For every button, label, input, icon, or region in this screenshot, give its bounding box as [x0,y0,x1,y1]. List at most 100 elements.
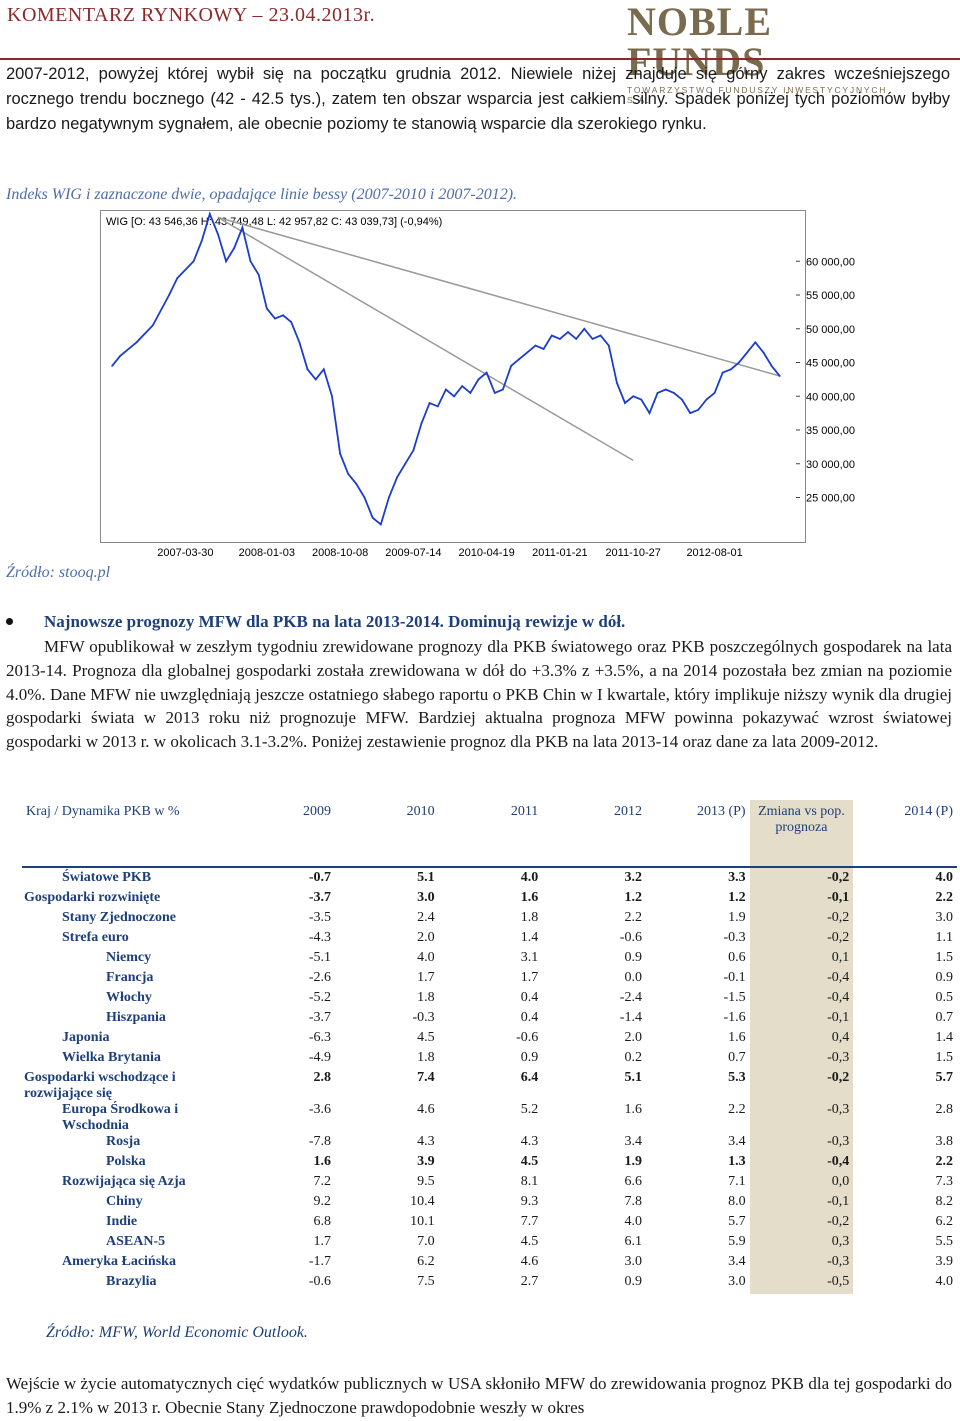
row-value: -0,1 [749,1194,854,1214]
row-value: -4.3 [308,930,331,945]
table-row: Rosja -7.8 4.3 4.3 3.4 3.4 -0,3 3.8 [22,1134,957,1154]
row-value: 2.2 [728,1102,746,1117]
y-tick-label: 25 000,00 [806,493,855,505]
wig-point [355,483,358,485]
row-value: 5.9 [728,1234,746,1249]
row-value: 7.2 [313,1174,331,1189]
row-value: -0,2 [749,910,854,930]
row-value: 2.2 [624,910,642,925]
wig-point [738,361,740,364]
wig-point [510,365,512,367]
wig-point [217,233,219,236]
row-label: Rosja [106,1134,141,1149]
wig-point [493,392,496,394]
wig-point [485,371,488,374]
row-value: 9.3 [520,1194,539,1209]
table-row: Niemcy -5.1 4.0 3.1 0.9 0.6 0,1 1.5 [22,950,957,970]
row-value: 1.1 [935,930,954,945]
section-paragraph-text: MFW opublikował w zeszłym tygodniu zrewi… [6,637,952,752]
row-value: -0.6 [308,1274,331,1289]
row-label: Włochy [106,990,152,1005]
y-tick-label: 35 000,00 [806,425,855,437]
table-row: Gospodarki rozwinięte -3.7 3.0 1.6 1.2 1.2 -0,… [22,890,957,910]
wig-point [396,476,398,479]
row-value: 0.9 [624,950,642,965]
wig-point [730,368,732,371]
wig-point [542,348,545,350]
row-value: 2.8 [313,1070,331,1085]
row-value: -0,2 [749,1214,854,1234]
y-tick-label: 50 000,00 [806,324,855,336]
row-value: 1.6 [520,890,539,905]
row-value: 3.1 [520,950,539,965]
row-value: 7.7 [520,1214,539,1229]
row-value: 0.4 [520,1010,539,1025]
wig-point [461,385,464,387]
row-value: 2.0 [417,930,435,945]
row-value: 1.4 [935,1030,954,1045]
row-value: 2.2 [935,890,954,905]
row-value: 5.1 [624,1070,642,1085]
logo-wordmark: NOBLE FUNDS [627,0,773,84]
row-value: -4.9 [308,1050,331,1065]
report-header-title: KOMENTARZ RYNKOWY – 23.04.2013r. [7,4,376,26]
row-value: -0,5 [749,1274,854,1294]
row-label: Polska [106,1154,146,1169]
x-tick-label: 2012-08-01 [686,547,742,559]
wig-point [412,449,415,452]
row-value: 5.5 [935,1234,954,1249]
wig-point [135,341,138,344]
wig-point [290,321,293,323]
row-label: Francja [106,970,154,985]
row-value: -0.6 [516,1030,539,1045]
row-value: 10.1 [410,1214,435,1229]
wig-point [567,331,569,333]
x-tick-label: 2008-10-08 [312,547,368,559]
wig-point [200,240,203,242]
wig-point [705,398,708,401]
wig-point [624,402,626,404]
row-value: -0,3 [749,1134,854,1154]
wig-point [265,307,268,310]
x-tick-label: 2010-04-19 [458,547,514,559]
header-divider [0,58,960,60]
wig-point [274,317,276,320]
row-value: 0.5 [935,990,954,1005]
table-row: Włochy -5.2 1.8 0.4 -2.4 -1.5 -0,4 0.5 [22,990,957,1010]
header-col-6: Zmiana vs pop. prognoza [749,800,854,867]
row-value: -0.3 [412,1010,435,1025]
trend-line [217,216,780,377]
row-value: 3.0 [935,910,954,925]
wig-point [347,473,350,475]
wig-point [445,388,447,391]
row-value: 1.5 [935,950,954,965]
row-label: Ameryka Łacińska [62,1254,176,1269]
chart-source: Źródło: stooq.pl [6,564,111,581]
table-row: Japonia -6.3 4.5 -0.6 2.0 1.6 0,4 1.4 [22,1030,957,1050]
row-label: ASEAN-5 [106,1234,166,1249]
wig-point [673,392,675,394]
row-value: -1.7 [308,1254,331,1269]
x-tick-label: 2011-10-27 [605,547,660,559]
row-value: -0.6 [619,930,642,945]
row-value: 1.9 [624,1154,642,1169]
wig-point [306,368,309,371]
wig-point [314,378,317,381]
row-label: Rozwijająca się Azja [62,1174,186,1189]
row-label: Niemcy [106,950,152,965]
row-value: 3.3 [645,866,750,890]
row-value: 1.6 [313,1154,331,1169]
wig-point [469,392,472,394]
wig-point [298,341,301,344]
row-value: 6.2 [417,1254,435,1269]
row-value: 1.6 [624,1102,642,1117]
wig-point [697,408,700,411]
wig-point [371,516,374,519]
row-value: 3.4 [728,1134,746,1149]
row-value: 0,1 [749,950,854,970]
row-value: -0,4 [749,1154,854,1174]
table-row: Polska 1.6 3.9 4.5 1.9 1.3 -0,4 2.2 [22,1154,957,1174]
row-value: 3.0 [624,1254,642,1269]
row-value: 1.2 [624,890,642,905]
row-value: 6.1 [624,1234,642,1249]
